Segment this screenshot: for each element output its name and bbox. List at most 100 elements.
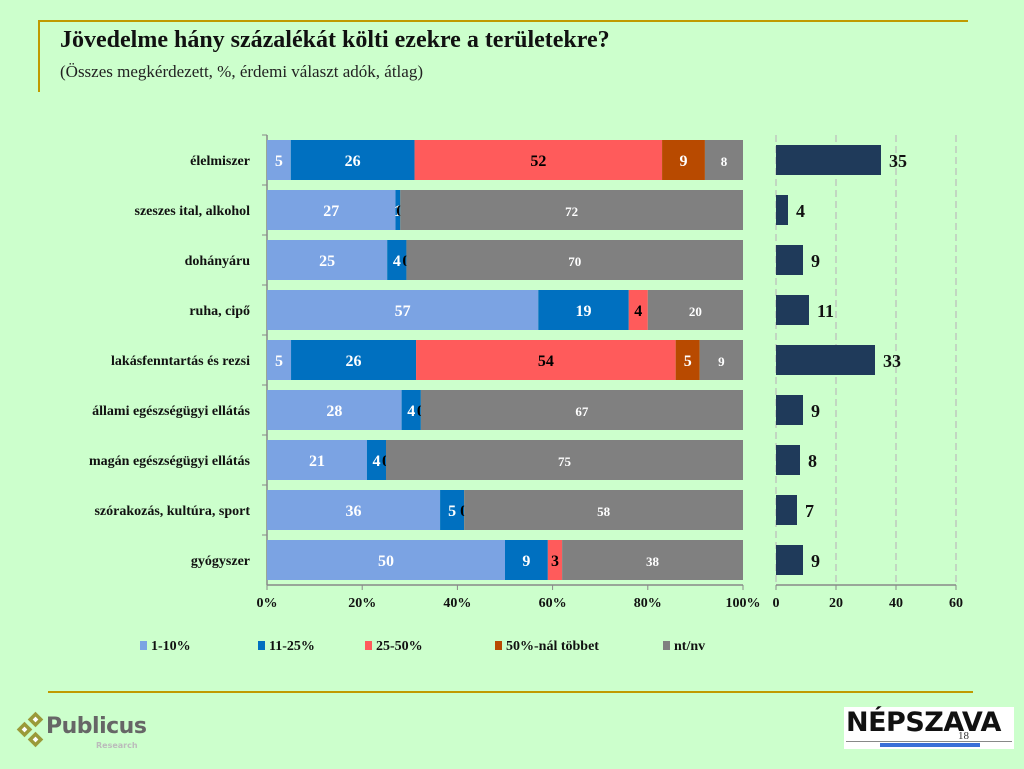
data-label: 3: [551, 553, 559, 570]
data-label: 36: [346, 503, 362, 520]
legend-swatch: [258, 641, 265, 650]
data-label: 4: [393, 253, 401, 270]
bar-segment: [505, 540, 548, 580]
legend-swatch: [365, 641, 372, 650]
bar-segment: [440, 490, 465, 530]
bar-segment: [420, 390, 743, 430]
bar-segment: [387, 240, 407, 280]
data-label: 9: [718, 354, 725, 369]
data-label: 38: [646, 554, 660, 569]
data-label: 5: [684, 353, 692, 370]
average-label: 7: [805, 501, 814, 521]
average-bar: [776, 495, 797, 525]
bar-segment: [395, 190, 401, 230]
bar-segment: [267, 340, 292, 380]
data-label: 75: [558, 454, 572, 469]
category-label: magán egészségügyi ellátás: [89, 454, 251, 469]
average-bar: [776, 145, 881, 175]
average-bar: [776, 295, 809, 325]
data-label: 25: [319, 253, 335, 270]
bar-segment: [267, 390, 402, 430]
data-label: 58: [597, 504, 611, 519]
data-label: 52: [530, 153, 546, 170]
category-label: állami egészségügyi ellátás: [92, 404, 250, 419]
publicus-logo-icon: [16, 711, 44, 748]
category-label: szeszes ital, alkohol: [135, 204, 251, 219]
bar-segment: [401, 390, 421, 430]
bar-segment: [628, 290, 648, 330]
x-tick-label: 20%: [348, 596, 376, 611]
bar-segment: [267, 190, 396, 230]
data-label: 19: [576, 303, 592, 320]
x-tick-label: 60: [949, 596, 963, 611]
bar-segment: [267, 440, 367, 480]
page-title: Jövedelme hány százalékát költi ezekre a…: [60, 27, 610, 53]
bar-segment: [414, 140, 663, 180]
bar-segment: [699, 340, 743, 380]
bar-segment: [267, 490, 441, 530]
average-bar: [776, 345, 875, 375]
x-tick-label: 40%: [443, 596, 471, 611]
average-label: 11: [817, 301, 834, 321]
x-tick-label: 0%: [257, 596, 278, 611]
average-bar: [776, 195, 788, 225]
x-tick-label: 100%: [726, 596, 761, 611]
data-label: 72: [565, 204, 578, 219]
average-label: 8: [808, 451, 817, 471]
bar-segment: [647, 290, 743, 330]
data-label: 54: [538, 353, 554, 370]
legend-swatch: [495, 641, 502, 650]
data-label: 20: [689, 304, 702, 319]
category-label: ruha, cipő: [189, 304, 250, 319]
bar-segment: [291, 340, 417, 380]
legend-label: 25-50%: [376, 639, 423, 654]
average-bar: [776, 445, 800, 475]
data-label: 5: [275, 153, 283, 170]
category-label: élelmiszer: [190, 154, 250, 169]
average-label: 35: [889, 151, 907, 171]
legend-swatch: [663, 641, 670, 650]
average-bar: [776, 395, 803, 425]
bar-segment: [290, 140, 415, 180]
data-label: 4: [372, 453, 380, 470]
page-subtitle: (Összes megkérdezett, %, érdemi választ …: [60, 62, 423, 81]
data-label: 27: [323, 203, 339, 220]
data-label: 4: [407, 403, 415, 420]
bar-segment: [464, 490, 743, 530]
legend-label: 50%-nál többet: [506, 639, 599, 654]
data-label: 50: [378, 553, 394, 570]
bar-segment: [400, 190, 743, 230]
nepszava-logo-rule: [846, 741, 1012, 742]
data-label: 67: [575, 404, 589, 419]
data-label: 1: [394, 203, 402, 220]
bar-segment: [366, 440, 386, 480]
x-tick-label: 80%: [634, 596, 662, 611]
average-bar: [776, 245, 803, 275]
data-label: 4: [634, 303, 642, 320]
data-label: 70: [568, 254, 581, 269]
bar-segment: [267, 540, 505, 580]
data-label: 5: [448, 503, 456, 520]
legend-label: 11-25%: [269, 639, 315, 654]
legend-label: 1-10%: [151, 639, 191, 654]
data-label: 21: [309, 453, 325, 470]
bar-segment: [547, 540, 563, 580]
nepszava-logo: NÉPSZAVA: [844, 707, 1014, 749]
bar-segment: [662, 140, 705, 180]
bar-segment: [406, 240, 743, 280]
data-label: 9: [680, 153, 688, 170]
data-label: 8: [721, 154, 728, 169]
data-label: 57: [395, 303, 411, 320]
nepszava-logo-strip: [880, 743, 980, 747]
bottom-divider: [48, 691, 973, 693]
data-label: 26: [346, 353, 362, 370]
average-label: 9: [811, 401, 820, 421]
category-label: lakásfenntartás és rezsi: [111, 354, 250, 369]
data-label: 26: [345, 153, 361, 170]
average-label: 9: [811, 251, 820, 271]
bar-segment: [562, 540, 743, 580]
bar-segment: [538, 290, 629, 330]
slide-number: 18: [958, 730, 969, 742]
average-label: 9: [811, 551, 820, 571]
